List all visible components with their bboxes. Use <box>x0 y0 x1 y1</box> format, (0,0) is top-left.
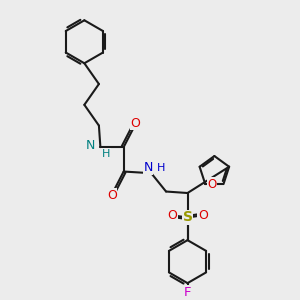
Text: H: H <box>157 163 165 173</box>
Text: H: H <box>102 148 110 159</box>
Text: O: O <box>198 208 208 222</box>
Text: O: O <box>131 117 140 130</box>
Text: F: F <box>184 286 191 298</box>
Text: N: N <box>86 139 95 152</box>
Text: S: S <box>182 211 193 224</box>
Text: N: N <box>143 161 153 175</box>
Text: O: O <box>167 208 177 222</box>
Text: O: O <box>207 178 216 190</box>
Text: O: O <box>107 189 117 202</box>
